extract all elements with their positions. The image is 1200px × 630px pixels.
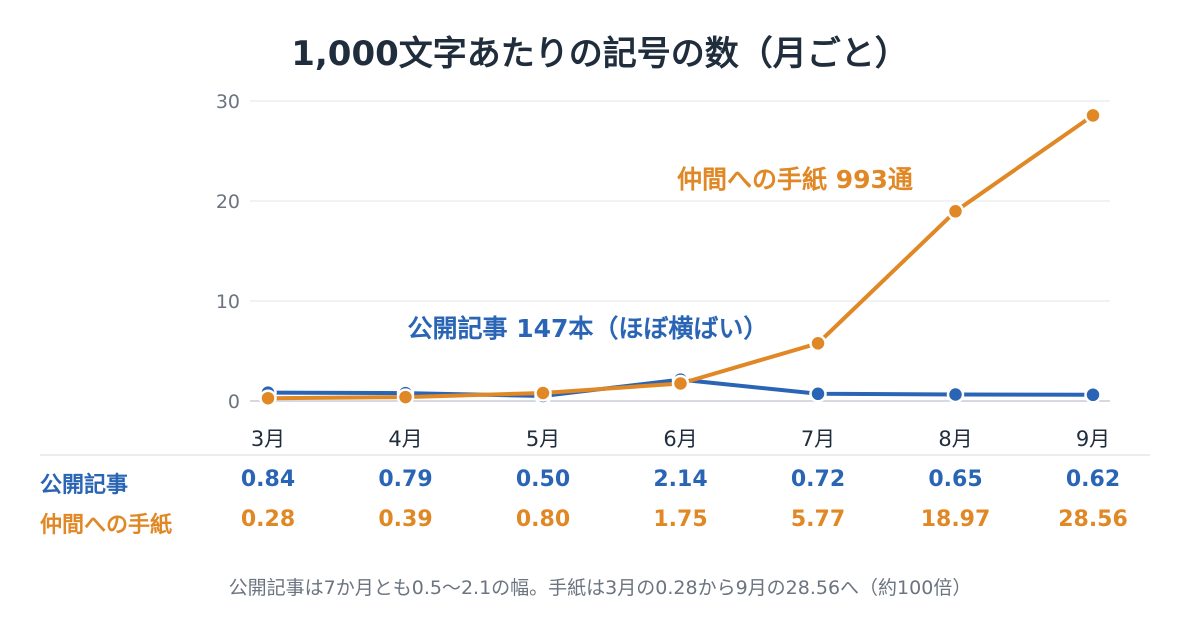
table-row-letters: 仲間への手紙 0.28 0.39 0.80 1.75 5.77 18.97 28.56 [0,503,1200,543]
table-row-public-articles: 公開記事 0.84 0.79 0.50 2.14 0.72 0.65 0.62 [0,463,1200,503]
data-point-letters [534,384,552,402]
series-annotation-public-articles: 公開記事 147本（ほぼ横ばい） [408,314,769,343]
table-cell-public-articles: 2.14 [653,467,708,492]
table-cell-public-articles: 0.84 [240,467,296,492]
table-cell-letters: 28.56 [1058,507,1128,532]
data-point-letters [809,334,827,353]
table-cell-public-articles: 0.65 [928,467,983,492]
x-tick-label: 7月 [801,427,835,451]
data-point-letters [946,202,965,221]
table-cell-letters: 0.28 [240,507,296,532]
table-cell-letters: 0.80 [515,507,571,532]
y-tick-label: 30 [216,91,240,113]
line-chart: 0 10 20 30 3月 4月 5月 6月 7月 8月 9月 公開記事 147本（ほぼ横ばい） 仲間へ… [40,91,1150,456]
row-label-public-articles: 公開記事 [40,473,129,498]
footnote: 公開記事は7か月とも0.5〜2.1の幅。手紙は3月の0.28から9月の28.56… [228,577,972,599]
data-point-letters [1084,106,1102,125]
data-point-public-articles [809,385,827,403]
x-tick-label: 4月 [388,427,422,451]
data-table: 公開記事 0.84 0.79 0.50 2.14 0.72 0.65 0.62 仲間への手紙… [0,463,1200,553]
series-line-letters [266,113,1095,401]
table-cell-letters: 1.75 [653,507,708,532]
data-point-letters [396,388,415,406]
table-cell-letters: 18.97 [920,507,991,532]
data-point-public-articles [1084,386,1102,404]
y-tick-label: 10 [216,291,240,313]
data-point-public-articles [946,385,965,404]
row-label-letters: 仲間への手紙 [40,513,173,538]
x-tick-label: 6月 [663,427,697,451]
x-tick-label: 3月 [251,427,285,451]
table-cell-public-articles: 0.50 [515,467,571,492]
data-point-letters [671,374,690,393]
table-cell-public-articles: 0.72 [790,467,846,492]
table-cell-letters: 5.77 [790,507,846,532]
table-cell-public-articles: 0.79 [378,467,433,492]
y-tick-label: 0 [228,391,240,413]
x-tick-label: 5月 [526,427,560,451]
table-cell-letters: 0.39 [378,507,433,532]
x-tick-label: 9月 [1076,427,1110,451]
table-cell-public-articles: 0.62 [1065,467,1121,492]
data-point-letters [259,389,277,407]
series-annotation-letters: 仲間への手紙 993通 [677,165,913,194]
chart-title: 1,000文字あたりの記号の数（月ごと） [291,34,909,74]
y-tick-label: 20 [216,191,240,213]
x-tick-label: 8月 [938,427,972,451]
